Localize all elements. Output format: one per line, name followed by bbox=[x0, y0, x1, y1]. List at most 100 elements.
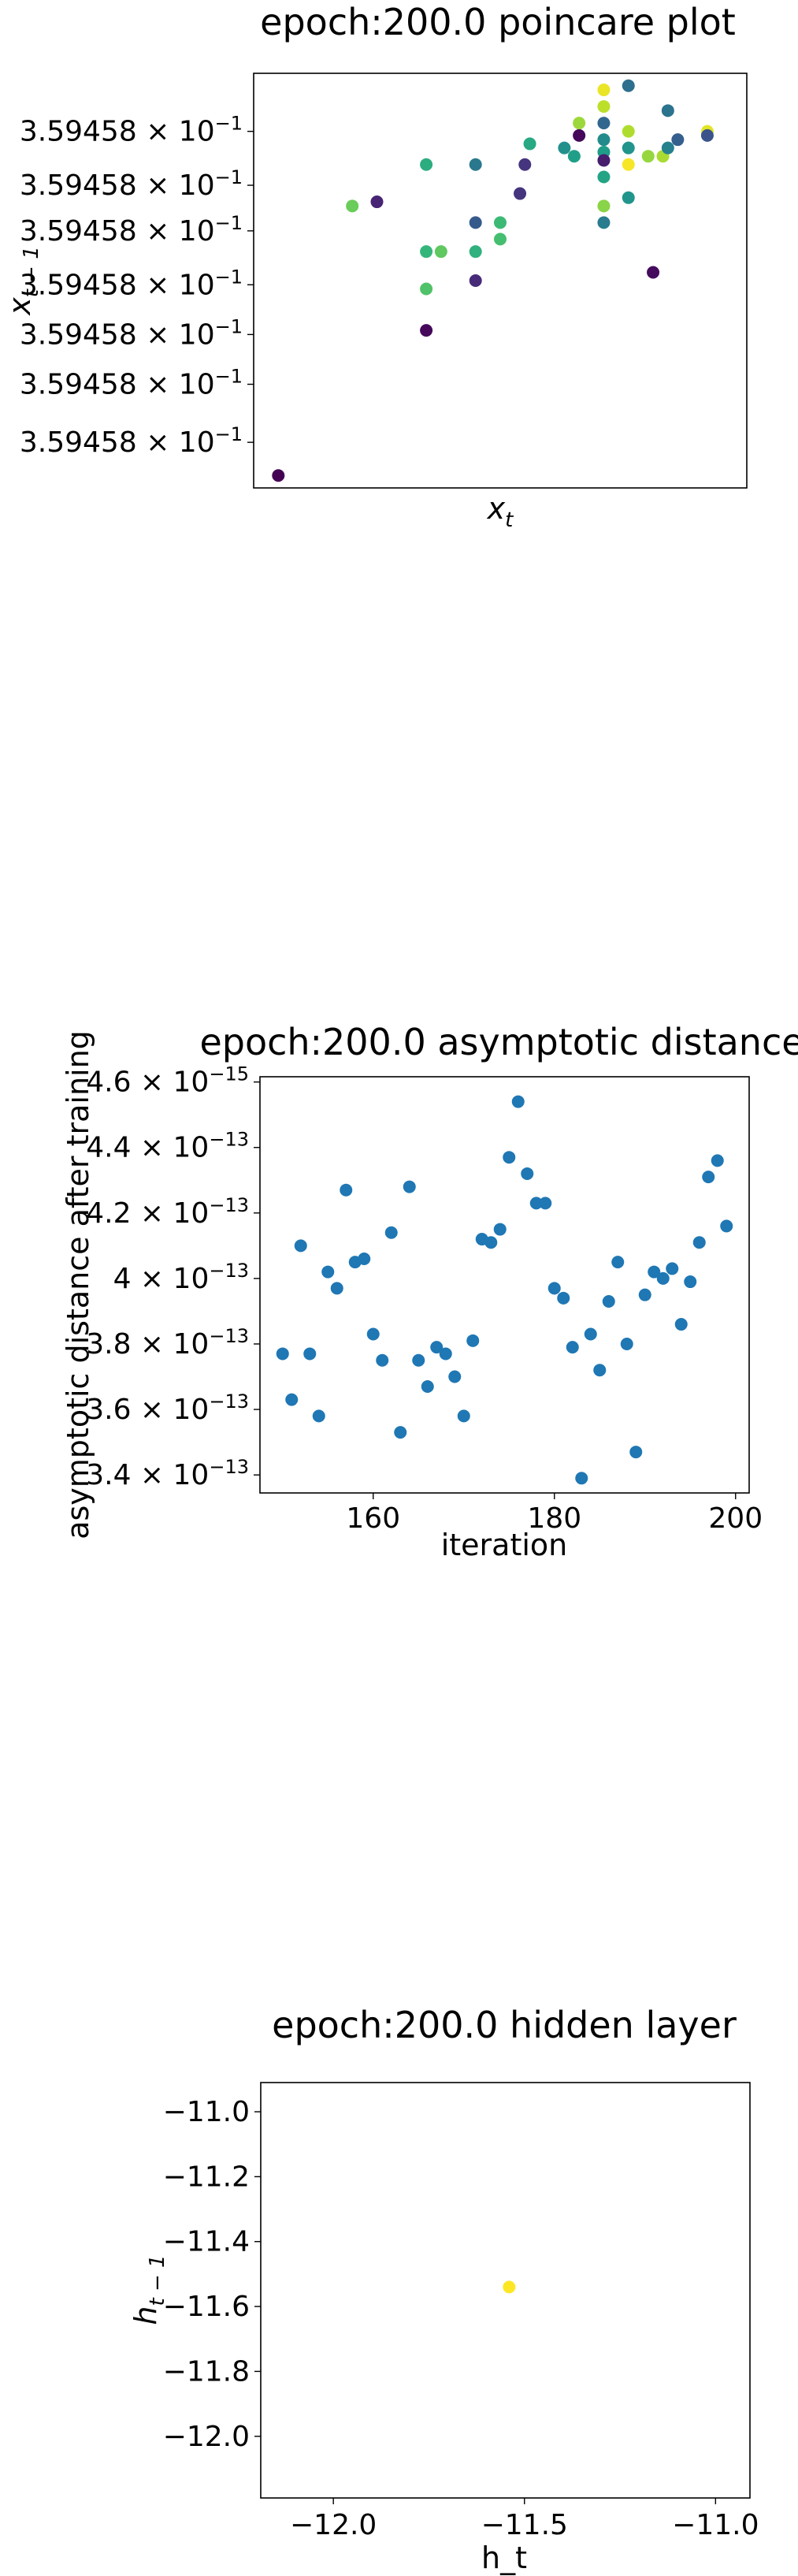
scatter-point bbox=[394, 1426, 407, 1439]
y-tick-label: 3.59458 × 10−1 bbox=[20, 212, 243, 248]
scatter-point bbox=[469, 274, 482, 287]
x-tick-label: 180 bbox=[527, 1502, 581, 1535]
scatter-point bbox=[602, 1294, 615, 1308]
scatter-point bbox=[661, 104, 674, 117]
scatter-point bbox=[666, 1262, 679, 1275]
scatter-point bbox=[671, 133, 685, 147]
y-tick-label: −11.2 bbox=[163, 2161, 250, 2193]
scatter-point bbox=[622, 141, 635, 154]
scatter-point bbox=[518, 158, 532, 171]
scatter-point bbox=[597, 170, 611, 184]
scatter-point bbox=[539, 1197, 552, 1210]
scatter-point bbox=[430, 1341, 444, 1354]
y-tick-label: 4.4 × 10−13 bbox=[86, 1129, 249, 1164]
y-axis-ticks: 3.4 × 10−13 3.6 × 10−13 3.8 × 10−13 4 × 10−… bbox=[86, 1063, 260, 1491]
scatter-point bbox=[573, 128, 586, 142]
scatter-point bbox=[597, 84, 611, 97]
scatter-point bbox=[412, 1353, 425, 1367]
scatter-point bbox=[448, 1370, 462, 1383]
y-axis-label: ht − 1 bbox=[128, 2254, 169, 2325]
scatter-point bbox=[358, 1252, 371, 1265]
scatter-point bbox=[711, 1154, 724, 1167]
scatter-points bbox=[276, 1095, 733, 1485]
scatter-point bbox=[661, 141, 674, 154]
scatter-point bbox=[366, 1327, 380, 1341]
x-axis-label: h_t bbox=[481, 2541, 527, 2575]
y-tick-label: 3.4 × 10−13 bbox=[86, 1456, 249, 1491]
y-tick-label: 3.59458 × 10−1 bbox=[20, 315, 243, 351]
hidden-layer-chart: epoch:200.0 hidden layer −11.0 −11.2 −11.4… bbox=[128, 2004, 759, 2575]
scatter-point bbox=[692, 1236, 706, 1249]
y-axis-label: asymptotic distance after training bbox=[61, 1030, 95, 1539]
scatter-point bbox=[702, 1171, 715, 1184]
scatter-point bbox=[493, 1223, 507, 1236]
y-tick-label: 3.59458 × 10−1 bbox=[20, 423, 243, 459]
scatter-point bbox=[558, 141, 571, 154]
scatter-point bbox=[656, 1271, 670, 1285]
y-axis-ticks: −11.0 −11.2 −11.4 −11.6 −11.8 −12.0 bbox=[163, 2096, 261, 2453]
scatter-point bbox=[529, 1197, 543, 1210]
y-tick-label: 3.59458 × 10−1 bbox=[20, 113, 243, 148]
scatter-points bbox=[272, 79, 714, 482]
scatter-point bbox=[511, 1095, 525, 1108]
scatter-point bbox=[285, 1393, 299, 1406]
scatter-point bbox=[521, 1167, 534, 1180]
x-axis-ticks: −12.0 −11.5 −11.0 bbox=[290, 2498, 759, 2541]
scatter-point bbox=[575, 1472, 588, 1485]
chart-title: epoch:200.0 hidden layer bbox=[272, 2004, 737, 2046]
y-tick-label: 3.59458 × 10−1 bbox=[20, 166, 243, 202]
scatter-point bbox=[457, 1409, 470, 1423]
scatter-point bbox=[303, 1347, 317, 1361]
scatter-point bbox=[421, 1379, 434, 1393]
plot-frame bbox=[253, 73, 748, 489]
scatter-point bbox=[622, 191, 635, 204]
scatter-point bbox=[514, 187, 527, 200]
scatter-point bbox=[597, 199, 611, 213]
chart-title: epoch:200.0 poincare plot bbox=[260, 1, 736, 43]
scatter-point bbox=[648, 1265, 661, 1279]
scatter-point bbox=[384, 1226, 398, 1239]
poincare-plot-chart: epoch:200.0 poincare plot 3.59458 × 10−1… bbox=[2, 1, 748, 532]
scatter-point bbox=[503, 1151, 516, 1164]
y-tick-label: −12.0 bbox=[163, 2421, 250, 2453]
scatter-point bbox=[272, 469, 285, 482]
x-tick-label: 160 bbox=[346, 1502, 400, 1535]
scatter-point bbox=[547, 1282, 561, 1295]
y-tick-label: −11.6 bbox=[163, 2291, 250, 2323]
scatter-point bbox=[469, 158, 482, 171]
scatter-point bbox=[567, 150, 581, 163]
scatter-point bbox=[330, 1282, 343, 1295]
scatter-point bbox=[629, 1446, 643, 1459]
scatter-point bbox=[611, 1256, 625, 1269]
scatter-points bbox=[503, 2280, 516, 2294]
y-tick-label: 4.6 × 10−15 bbox=[86, 1063, 249, 1099]
scatter-point bbox=[370, 195, 384, 209]
scatter-point bbox=[597, 154, 611, 167]
scatter-point bbox=[403, 1180, 416, 1193]
scatter-point bbox=[420, 158, 433, 171]
scatter-point bbox=[276, 1347, 289, 1361]
x-tick-label: −11.0 bbox=[672, 2509, 759, 2541]
scatter-point bbox=[340, 1183, 353, 1197]
scatter-point bbox=[584, 1327, 597, 1341]
x-tick-label: 200 bbox=[708, 1502, 763, 1535]
plot-frame bbox=[259, 1076, 750, 1494]
scatter-point bbox=[469, 245, 482, 259]
scatter-point bbox=[312, 1409, 325, 1423]
y-tick-label: 3.8 × 10−13 bbox=[86, 1325, 249, 1361]
scatter-point bbox=[593, 1364, 607, 1377]
scatter-point bbox=[321, 1265, 335, 1279]
y-tick-label: 3.59458 × 10−1 bbox=[20, 266, 243, 301]
scatter-point bbox=[566, 1341, 579, 1354]
scatter-point bbox=[620, 1337, 633, 1350]
scatter-point bbox=[720, 1219, 733, 1233]
scatter-point bbox=[597, 117, 611, 130]
scatter-point bbox=[557, 1291, 570, 1305]
scatter-point bbox=[484, 1236, 498, 1249]
y-tick-label: −11.8 bbox=[163, 2355, 250, 2388]
chart-title: epoch:200.0 asymptotic distance bbox=[199, 1021, 798, 1063]
scatter-point bbox=[674, 1318, 688, 1331]
scatter-point bbox=[420, 282, 433, 296]
scatter-point bbox=[494, 233, 507, 246]
scatter-point bbox=[346, 199, 359, 213]
